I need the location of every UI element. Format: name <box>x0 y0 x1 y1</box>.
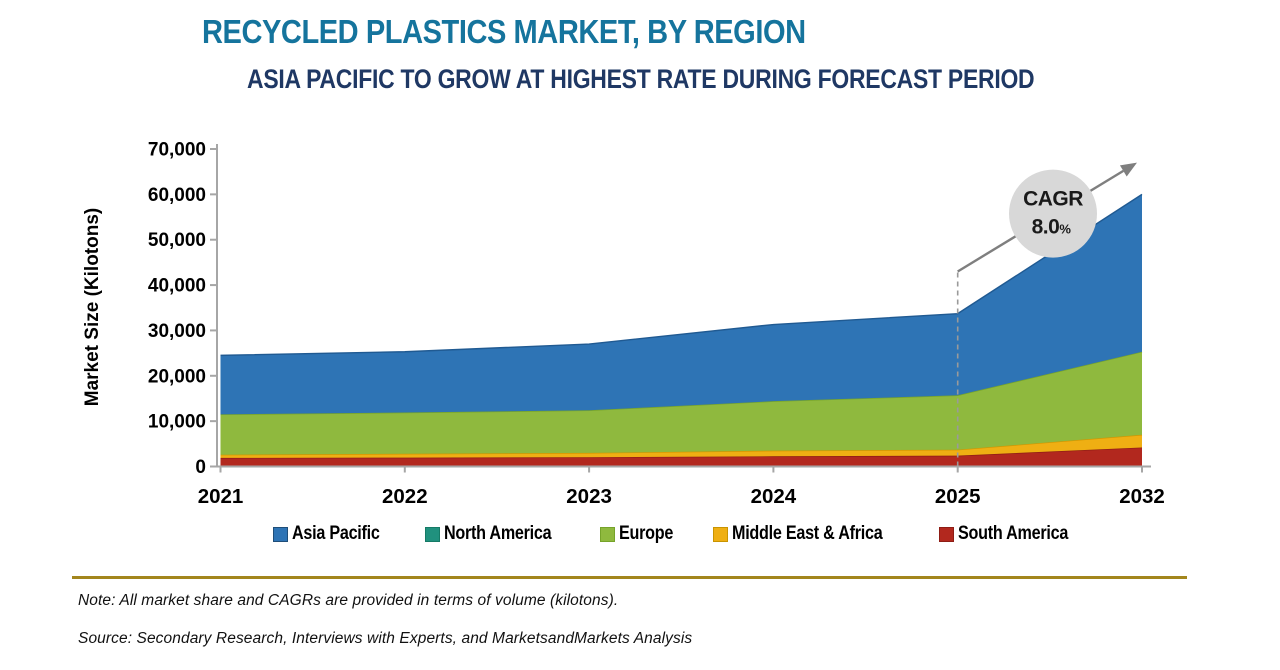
legend-swatch-icon <box>272 526 288 542</box>
legend-label: North America <box>443 523 552 544</box>
legend: Asia Pacific North America Europe Middle Ea… <box>217 519 1143 549</box>
x-tick-label: 2024 <box>751 485 797 508</box>
x-tick-label: 2022 <box>382 485 428 508</box>
legend-swatch-icon <box>600 526 616 542</box>
source-text: Source: Secondary Research, Interviews w… <box>78 630 693 647</box>
area-edge-asia-pacific <box>220 193 1143 357</box>
y-tick-label: 10,000 <box>148 412 206 433</box>
chart-subtitle: ASIA PACIFIC TO GROW AT HIGHEST RATE DUR… <box>247 64 1035 94</box>
legend-item-asia-pacific: Asia Pacific <box>272 523 395 545</box>
note-text: Note: All market share and CAGRs are pro… <box>78 592 619 609</box>
y-tick-label: 0 <box>195 457 206 478</box>
area-europe <box>220 351 1142 455</box>
area-asia-pacific <box>220 194 1142 415</box>
cagr-bubble <box>1009 169 1097 258</box>
divider-rule <box>72 576 1187 579</box>
x-tick-label: 2023 <box>566 485 612 508</box>
stacked-area-chart: CAGR 8.0% 0 10,000 20,000 30,000 40,000 50,000 6… <box>82 140 1165 509</box>
legend-item-north-america: North America <box>424 523 570 545</box>
legend-swatch-icon <box>424 526 440 542</box>
legend-swatch-icon <box>938 526 954 542</box>
area-edge-europe <box>220 351 1143 416</box>
legend-swatch-icon <box>712 526 728 542</box>
y-tick-label: 50,000 <box>148 230 206 251</box>
legend-item-europe: Europe <box>600 523 683 545</box>
y-tick-label: 30,000 <box>148 321 206 342</box>
legend-item-south-america: South America <box>938 523 1087 545</box>
cagr-bubble-label: CAGR <box>1023 188 1083 211</box>
y-tick-label: 20,000 <box>148 366 206 387</box>
x-tick-label: 2025 <box>935 485 981 508</box>
y-tick-label: 60,000 <box>148 185 206 206</box>
y-tick-label: 40,000 <box>148 276 206 297</box>
y-axis-title: Market Size (Kilotons) <box>82 208 103 406</box>
cagr-bubble-value: 8.0% <box>1032 216 1072 239</box>
y-tick-label: 70,000 <box>148 140 206 161</box>
legend-item-middle-east-africa: Middle East & Africa <box>712 523 909 545</box>
x-tick-label: 2032 <box>1119 485 1165 508</box>
legend-label: Middle East & Africa <box>731 523 883 544</box>
chart-title: RECYCLED PLASTICS MARKET, BY REGION <box>202 13 806 50</box>
legend-label: South America <box>957 523 1068 544</box>
legend-label: Asia Pacific <box>291 523 380 544</box>
legend-label: Europe <box>619 523 674 544</box>
trend-arrowhead-icon <box>1119 162 1137 177</box>
area-middle-east-africa <box>220 434 1142 458</box>
x-tick-label: 2021 <box>198 485 244 508</box>
